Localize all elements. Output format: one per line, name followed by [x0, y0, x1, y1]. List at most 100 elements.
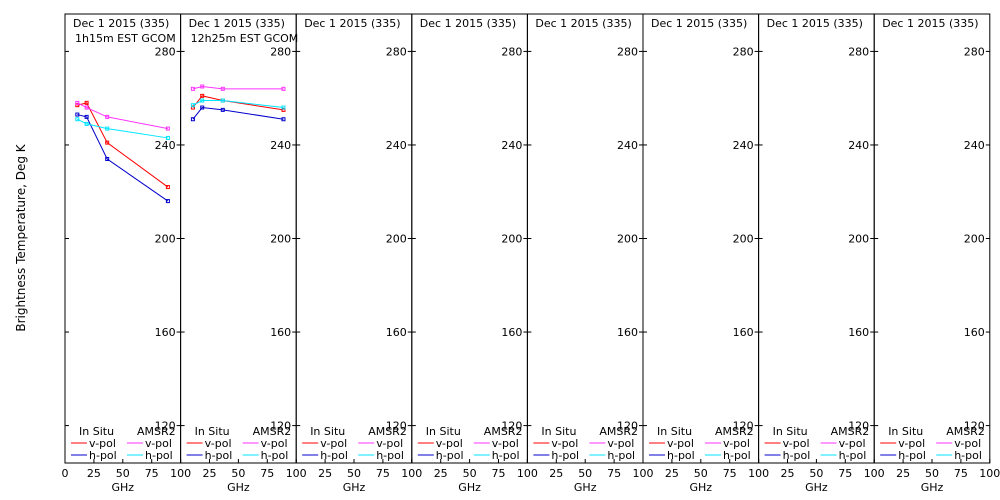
legend-label: v-pol	[376, 437, 403, 450]
legend-label: h-pol	[492, 449, 520, 462]
legend-label: v-pol	[89, 437, 116, 450]
x-tick-label: 25	[781, 467, 795, 480]
panel-date: Dec 1 2015 (335)	[304, 17, 400, 30]
y-tick-label: 120	[155, 420, 176, 433]
x-axis-label: GHz	[227, 481, 250, 494]
y-tick-label: 200	[617, 233, 638, 246]
legend-label: v-pol	[436, 437, 463, 450]
legend-label: v-pol	[492, 437, 519, 450]
legend-label: v-pol	[954, 437, 981, 450]
panel-date: Dec 1 2015 (335)	[189, 17, 285, 30]
series-line	[192, 107, 284, 120]
legend-amsr2-title: AMSR2	[831, 425, 870, 438]
panels-group: 120 160 200 240 280 0 25 50 75 100 GHz Dec 1 2015 (…	[62, 13, 1000, 494]
x-tick-label: 75	[838, 467, 852, 480]
series-point	[200, 105, 205, 110]
x-tick-label: 25	[665, 467, 679, 480]
x-tick-label: 100	[748, 467, 769, 480]
series-point	[84, 100, 89, 105]
y-axis-label: Brightness Temperature, Deg K	[14, 143, 28, 331]
x-tick-label: 0	[62, 467, 69, 480]
legend-label: h-pol	[723, 449, 751, 462]
y-tick-label: 200	[270, 233, 291, 246]
y-tick-label: 240	[386, 139, 407, 152]
legend-amsr2-title: AMSR2	[137, 425, 176, 438]
legend-amsr2-title: AMSR2	[599, 425, 638, 438]
series-point	[75, 100, 80, 105]
series-point	[165, 185, 170, 190]
x-tick-label: 50	[231, 467, 245, 480]
y-tick-label: 280	[501, 45, 522, 58]
legend-insitu-title: In Situ	[657, 425, 692, 438]
x-tick-label: 25	[434, 467, 448, 480]
series-point	[281, 117, 286, 122]
panel-date: Dec 1 2015 (335)	[651, 17, 747, 30]
panel-4: 120 160 200 240 280 25 50 75 100 GHz Dec 1 2015 (3…	[411, 13, 538, 494]
series-point	[105, 114, 110, 119]
series-point	[281, 107, 286, 112]
y-tick-label: 240	[733, 139, 754, 152]
series-point	[281, 86, 286, 91]
y-tick-label: 200	[733, 233, 754, 246]
x-tick-label: 50	[116, 467, 130, 480]
panel-date: Dec 1 2015 (335)	[767, 17, 863, 30]
x-tick-label: 50	[809, 467, 823, 480]
legend-label: h-pol	[376, 449, 404, 462]
series-point	[220, 107, 225, 112]
legend-label: v-pol	[320, 437, 347, 450]
x-tick-label: 50	[578, 467, 592, 480]
x-tick-label: 25	[318, 467, 332, 480]
series-point	[190, 103, 195, 108]
x-tick-label: 50	[347, 467, 361, 480]
series-point	[281, 105, 286, 110]
legend-label: h-pol	[839, 449, 867, 462]
legend-label: h-pol	[320, 449, 348, 462]
x-tick-label: 100	[286, 467, 307, 480]
legend-label: v-pol	[898, 437, 925, 450]
y-tick-label: 280	[386, 45, 407, 58]
series-line	[77, 118, 168, 139]
legend-label: v-pol	[607, 437, 634, 450]
x-tick-label: 25	[203, 467, 217, 480]
series-point	[220, 98, 225, 103]
y-tick-label: 160	[501, 326, 522, 339]
y-tick-label: 240	[270, 139, 291, 152]
legend-label: v-pol	[205, 437, 232, 450]
series-point	[105, 156, 110, 161]
panel-date: Dec 1 2015 (335)	[420, 17, 516, 30]
y-tick-label: 120	[733, 420, 754, 433]
series-point	[165, 135, 170, 140]
series-point	[200, 93, 205, 98]
legend-label: h-pol	[436, 449, 464, 462]
x-axis-label: GHz	[112, 481, 135, 494]
legend-amsr2-title: AMSR2	[368, 425, 407, 438]
panel-5: 120 160 200 240 280 25 50 75 100 GHz Dec 1 2015 (3…	[526, 13, 654, 494]
panel-date: Dec 1 2015 (335)	[882, 17, 978, 30]
panel-6: 120 160 200 240 280 25 50 75 100 GHz Dec 1 2015 (3…	[642, 13, 769, 494]
x-axis-label: GHz	[458, 481, 481, 494]
legend-label: h-pol	[551, 449, 579, 462]
y-tick-label: 120	[964, 420, 985, 433]
legend-label: h-pol	[607, 449, 635, 462]
y-tick-label: 160	[848, 326, 869, 339]
series-line	[192, 100, 284, 109]
series-point	[75, 103, 80, 108]
legend-label: v-pol	[145, 437, 172, 450]
legend-label: h-pol	[145, 449, 173, 462]
legend-amsr2-title: AMSR2	[715, 425, 754, 438]
legend-label: h-pol	[89, 449, 117, 462]
series-line	[77, 114, 169, 202]
x-tick-label: 50	[463, 467, 477, 480]
panel-1: 120 160 200 240 280 0 25 50 75 100 GHz Dec 1 2015 (…	[62, 13, 191, 494]
panel-date: Dec 1 2015 (335)	[535, 17, 631, 30]
legend-label: h-pol	[261, 449, 289, 462]
legend-insitu-title: In Situ	[310, 425, 345, 438]
legend-label: h-pol	[667, 449, 695, 462]
y-tick-label: 120	[270, 420, 291, 433]
y-tick-label: 120	[848, 420, 869, 433]
x-tick-label: 50	[925, 467, 939, 480]
legend-label: h-pol	[954, 449, 982, 462]
y-tick-label: 280	[270, 45, 291, 58]
x-tick-label: 100	[979, 467, 1000, 480]
legend-label: h-pol	[205, 449, 233, 462]
